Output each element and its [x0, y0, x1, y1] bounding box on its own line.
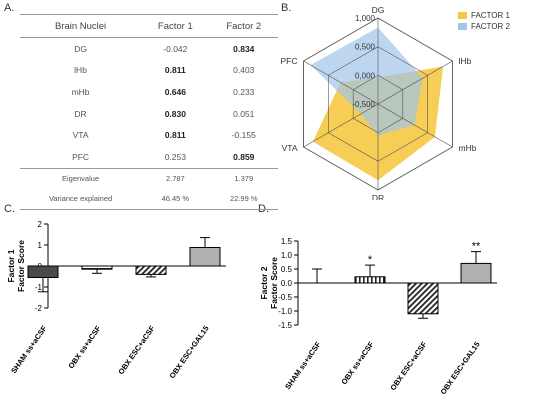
bar — [27, 265, 59, 278]
radar-spoke — [377, 103, 453, 148]
y-tick-label: -1.5 — [278, 321, 292, 330]
factor1-loading: 0.811 — [164, 130, 186, 141]
nucleus-name: VTA — [72, 130, 89, 141]
factor2-loading: 0.859 — [233, 151, 255, 162]
factor2-loading: 0.233 — [233, 86, 255, 97]
table-row: VTA 0.811 -0.155 — [20, 124, 278, 146]
nucleus-name: mHb — [71, 86, 90, 97]
factor1-loading: 0.646 — [164, 86, 186, 97]
radar-spoke — [303, 103, 379, 148]
radar-chart: 1,000 0,500 0,000 -0,500 DG lHb mHb DR VTA PFC FAC… — [281, 5, 511, 200]
variance-label: Variance explained — [20, 188, 142, 210]
factor1-loading: 0.830 — [164, 108, 186, 119]
y-tick-label: 1.5 — [281, 237, 293, 246]
category-label: OBX ESC+aCSF — [388, 340, 428, 392]
table-header-nuclei: Brain Nuclei — [20, 14, 142, 38]
bar-chart-factor2: -1.5 -1.0 -0.5 0.0 0.5 1.0 1.5 Factor 2 Factor S… — [259, 237, 497, 396]
significance-marker: ** — [472, 241, 481, 253]
table-row: DG -0.042 0.834 — [20, 38, 278, 60]
category-label: OBX ESC+GAL15 — [168, 324, 211, 380]
y-tick-label: 2 — [38, 220, 43, 229]
radar-tick-label: 0,500 — [355, 43, 376, 52]
category-label: OBX ESC+aCSF — [116, 324, 156, 376]
category-label: OBX ss+aCSF — [66, 324, 102, 371]
factor2-loading: -0.155 — [231, 130, 256, 141]
y-tick-label: -0.5 — [278, 293, 292, 302]
table-header-factor1: Factor 1 — [141, 14, 210, 38]
bar — [354, 276, 386, 284]
y-axis-label: Factor Score — [269, 257, 279, 309]
y-axis-label: Factor 2 — [259, 266, 269, 299]
y-tick-label: 1 — [38, 241, 43, 250]
bar — [407, 282, 439, 315]
y-axis-label: Factor Score — [16, 240, 26, 292]
variance-factor2: 22.99 % — [209, 188, 278, 210]
table-header-factor2: Factor 2 — [209, 14, 278, 38]
y-tick-label: -2 — [35, 304, 43, 313]
radar-axis-label: VTA — [282, 143, 298, 153]
y-tick-label: 0.5 — [281, 265, 293, 274]
radar-spoke — [377, 60, 453, 105]
category-label: SHAM ss+aCSF — [283, 340, 323, 391]
table-row: PFC 0.253 0.859 — [20, 146, 278, 168]
category-label: OBX ESC+GAL15 — [439, 340, 482, 396]
factor1-loading: 0.253 — [164, 151, 186, 162]
legend-swatch-2 — [458, 23, 467, 30]
nucleus-name: lHb — [74, 65, 87, 76]
nucleus-name: DR — [74, 108, 87, 119]
panel-label-c: C. — [4, 203, 15, 215]
nucleus-name: DG — [74, 43, 87, 54]
eigenvalue-factor2: 1.379 — [209, 167, 278, 189]
radar-axis-label: lHb — [459, 56, 472, 66]
radar-axis-label: mHb — [459, 143, 477, 153]
table-row: lHb 0.811 0.403 — [20, 60, 278, 82]
y-axis-label-group: Factor 1 Factor Score — [6, 240, 26, 292]
factor2-loading: 0.403 — [233, 65, 255, 76]
legend-label-2: FACTOR 2 — [471, 22, 511, 31]
radar-tick-label: 0,000 — [355, 71, 376, 80]
factor1-loading: -0.042 — [163, 43, 188, 54]
factor2-loading: 0.051 — [233, 108, 255, 119]
table-row: mHb 0.646 0.233 — [20, 81, 278, 103]
category-label: OBX ss+aCSF — [339, 340, 375, 387]
bar — [189, 247, 221, 267]
table-body: DG -0.042 0.834 lHb 0.811 0.403 mHb 0.646 0.233 D… — [20, 38, 278, 169]
nucleus-name: PFC — [72, 151, 90, 162]
variance-row: Variance explained 46.45 % 22.99 % — [20, 188, 278, 210]
category-label: SHAM ss+aCSF — [9, 324, 49, 375]
significance-marker: * — [368, 254, 373, 266]
factor1-loading: 0.811 — [164, 65, 186, 76]
table-row: DR 0.830 0.051 — [20, 103, 278, 125]
panel-label-b: B. — [281, 2, 292, 14]
radar-axis-label: DR — [372, 193, 384, 200]
eigenvalue-label: Eigenvalue — [20, 167, 142, 189]
eigenvalue-row: Eigenvalue 2.787 1.379 — [20, 167, 278, 189]
radar-tick-label: 1,000 — [355, 14, 376, 23]
factor2-loading: 0.834 — [233, 43, 255, 54]
radar-tick-label: -0,500 — [352, 100, 375, 109]
factor-loadings-table: Brain Nuclei Factor 1 Factor 2 DG -0.042 0… — [20, 14, 278, 210]
radar-axis-label: PFC — [281, 56, 298, 66]
table-header-row: Brain Nuclei Factor 1 Factor 2 — [20, 14, 278, 38]
y-tick-label: -1 — [35, 283, 43, 292]
y-axis-label-group: Factor 2 Factor Score — [259, 257, 279, 309]
y-tick-label: 0.0 — [281, 279, 293, 288]
eigenvalue-factor1: 2.787 — [141, 167, 210, 189]
y-axis-label: Factor 1 — [6, 249, 16, 282]
radar-spoke — [303, 60, 379, 105]
bar — [460, 262, 492, 284]
panel-label-a: A. — [4, 2, 15, 14]
legend-swatch-1 — [458, 12, 467, 19]
radar-axis-label: DG — [372, 5, 385, 15]
variance-factor1: 46.45 % — [141, 188, 210, 210]
y-tick-label: 1.0 — [281, 251, 293, 260]
y-tick-label: -1.0 — [278, 307, 292, 316]
bar — [135, 265, 167, 275]
legend-label-1: FACTOR 1 — [471, 11, 511, 20]
